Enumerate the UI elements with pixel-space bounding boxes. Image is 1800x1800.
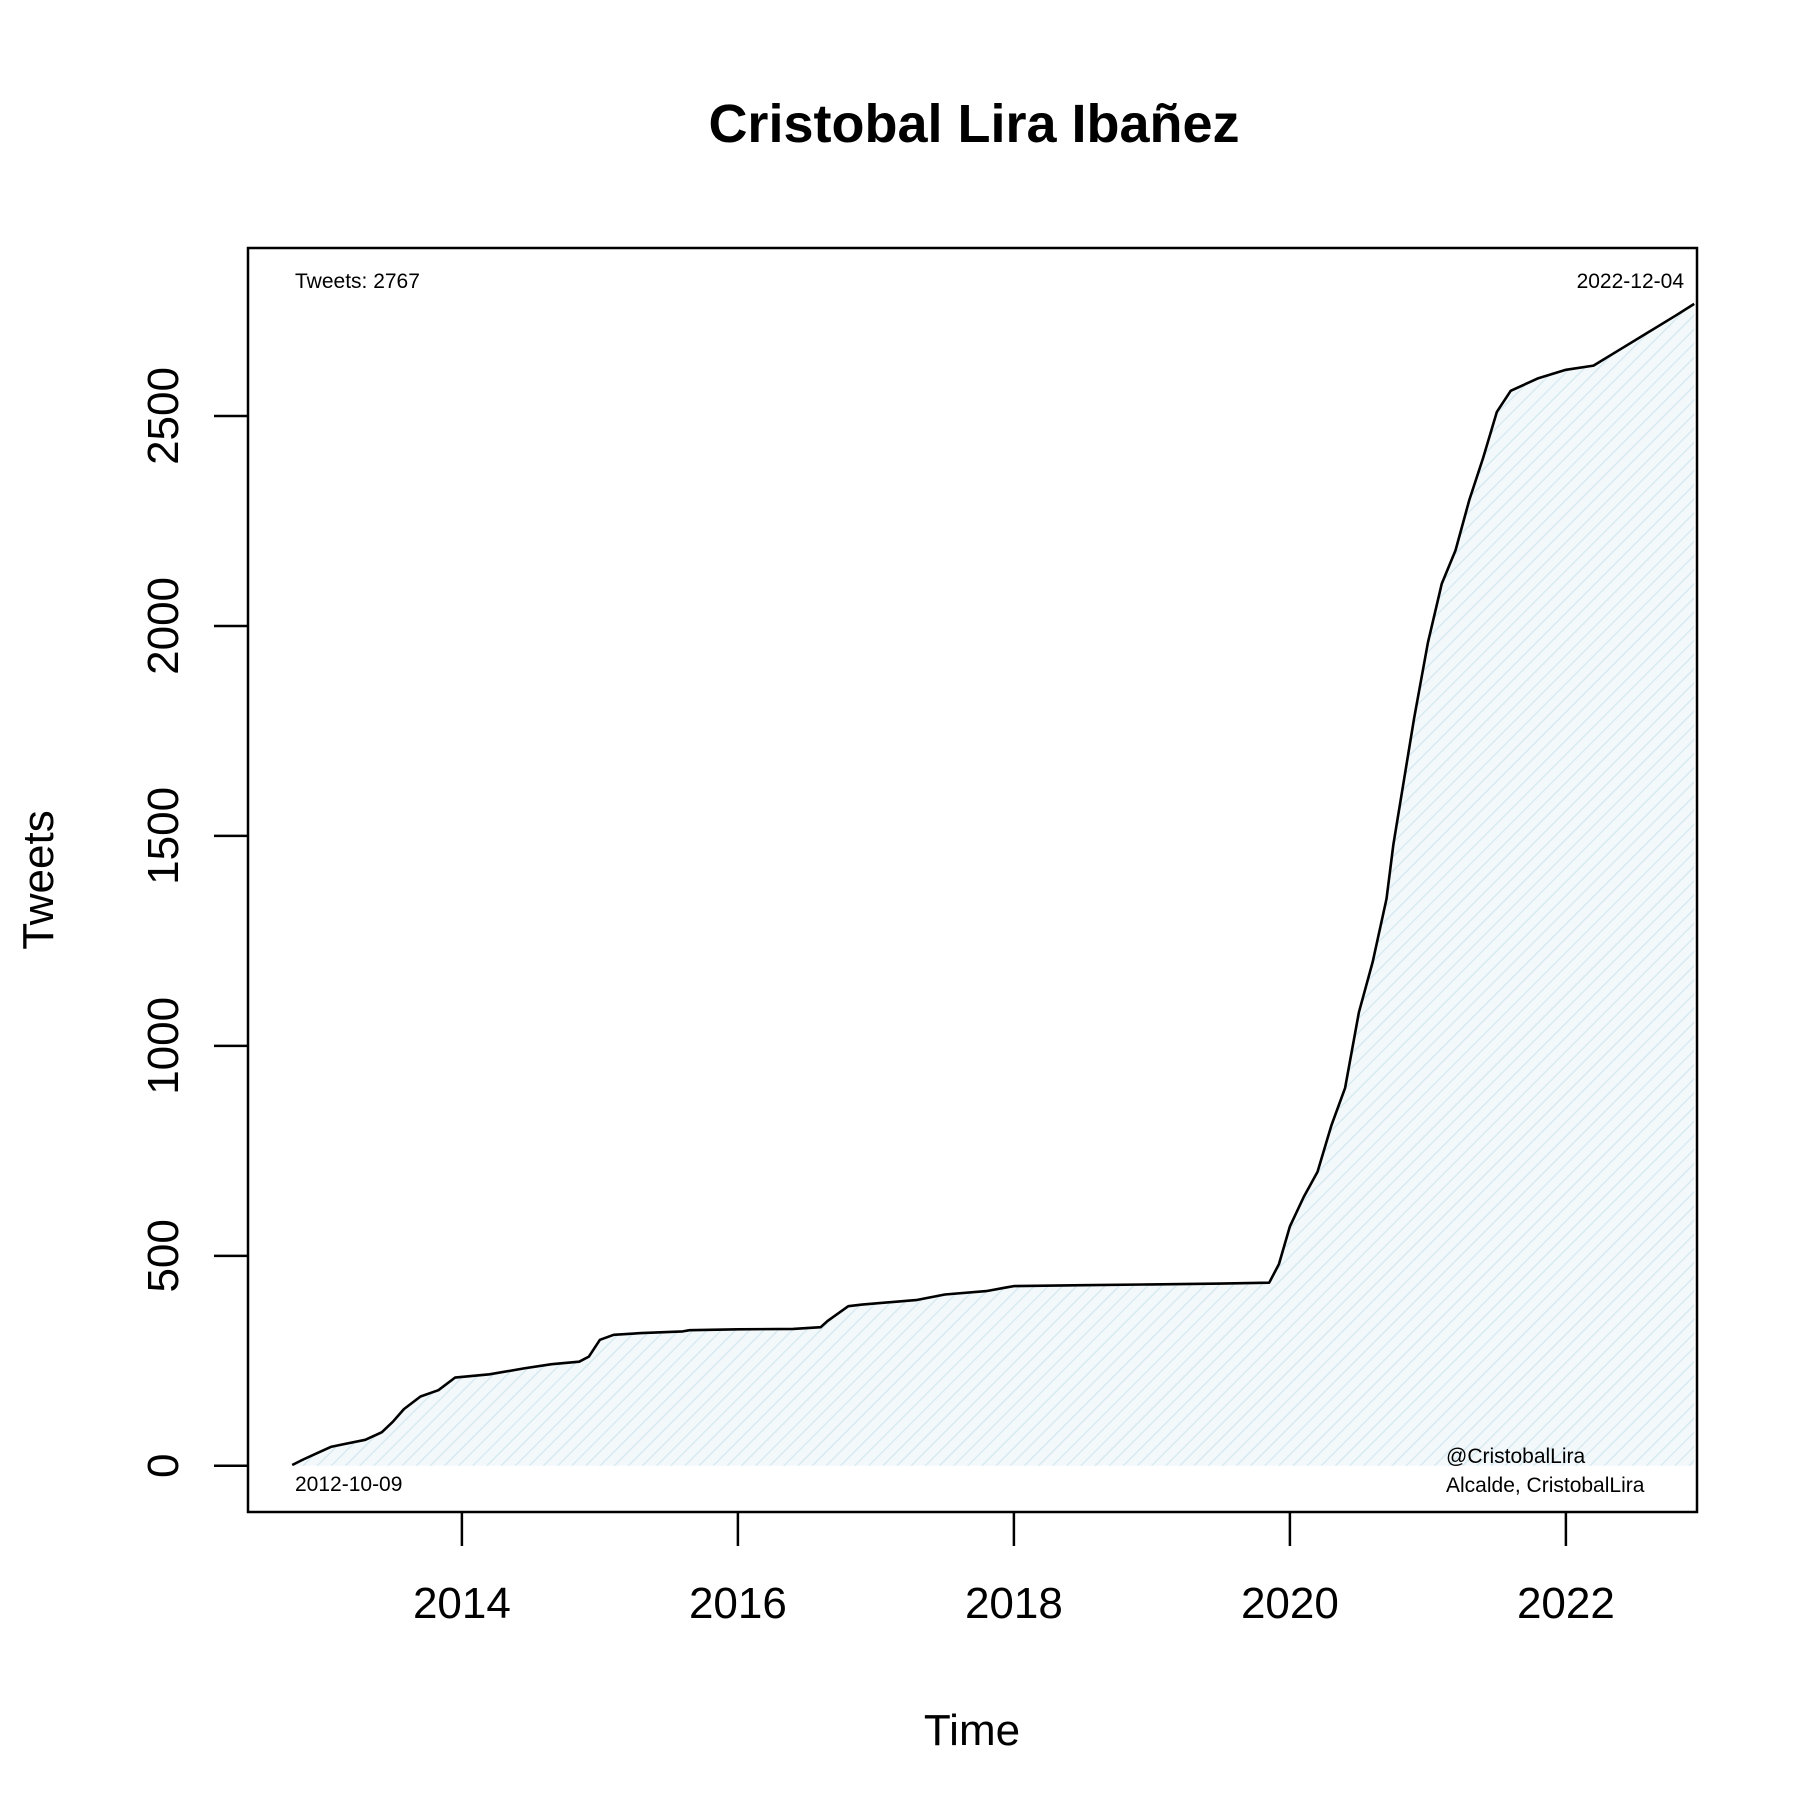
y-tick-label: 2000 xyxy=(139,577,188,675)
account-role-note: Alcalde, CristobalLira xyxy=(1446,1474,1645,1497)
y-tick-label: 1000 xyxy=(139,997,188,1095)
plot-area xyxy=(291,302,1695,1467)
x-tick-label: 2022 xyxy=(1517,1579,1615,1628)
first-date-note: 2012-10-09 xyxy=(295,1473,402,1496)
x-axis: 2014 2016 2018 2020 2022 xyxy=(413,1512,1615,1628)
tweets-cumulative-line xyxy=(291,302,1695,1467)
y-axis: 0 500 1000 1500 2000 2500 xyxy=(139,367,248,1478)
x-tick-label: 2016 xyxy=(689,1579,787,1628)
chart-title: Cristobal Lira Ibañez xyxy=(708,94,1239,154)
y-tick-label: 500 xyxy=(139,1219,188,1292)
tweet-count-note: Tweets: 2767 xyxy=(295,270,420,293)
y-tick-label: 0 xyxy=(139,1454,188,1478)
account-handle-note: @CristobalLira xyxy=(1446,1445,1586,1468)
x-tick-label: 2018 xyxy=(965,1579,1063,1628)
x-axis-title: Time xyxy=(924,1706,1020,1755)
y-tick-label: 2500 xyxy=(139,367,188,465)
y-axis-title: Tweets xyxy=(14,810,63,949)
x-tick-label: 2014 xyxy=(413,1579,511,1628)
last-date-note: 2022-12-04 xyxy=(1577,270,1685,293)
y-tick-label: 1500 xyxy=(139,787,188,885)
x-tick-label: 2020 xyxy=(1241,1579,1339,1628)
plot-frame xyxy=(246,246,1699,1514)
tweets-area-fill xyxy=(292,303,1695,1466)
